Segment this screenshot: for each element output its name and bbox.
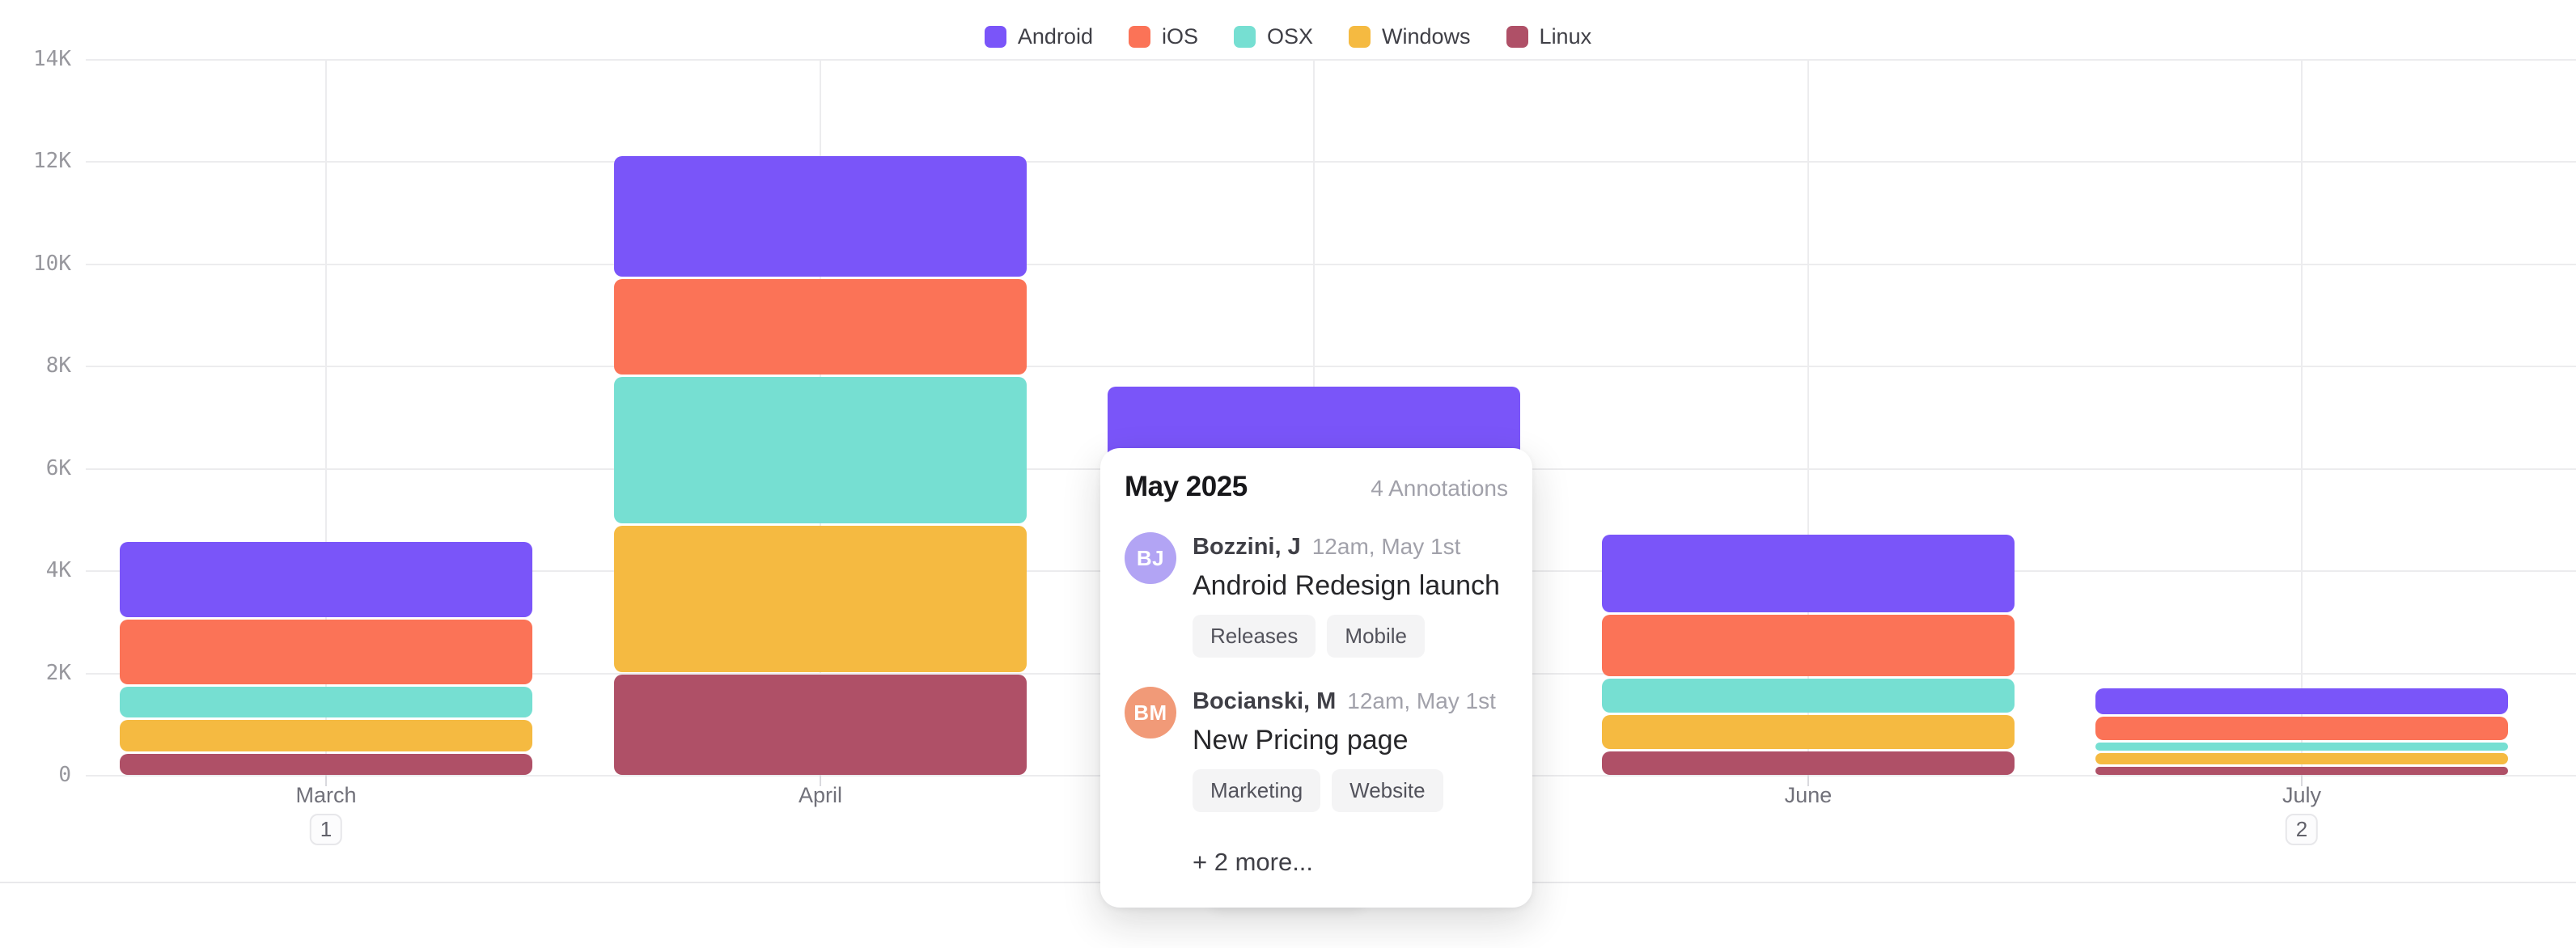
h-gridline [86, 59, 2576, 61]
legend-swatch [1349, 26, 1371, 48]
bar-segment-ios[interactable] [614, 279, 1027, 375]
v-gridline [1807, 59, 1809, 775]
bar-segment-linux[interactable] [2095, 766, 2508, 775]
tooltip-header: May 2025 4 Annotations [1125, 471, 1508, 503]
legend-item-osx[interactable]: OSX [1233, 24, 1314, 49]
legend-swatch [1128, 26, 1150, 48]
annotation-tag-releases: Releases [1193, 615, 1316, 658]
y-axis-tick-label: 0 [58, 763, 71, 787]
bar-segment-osx[interactable] [614, 377, 1027, 524]
tooltip-annotation-count: 4 Annotations [1371, 476, 1508, 501]
bar-segment-windows[interactable] [2095, 753, 2508, 764]
bar-april[interactable] [614, 156, 1027, 775]
legend-swatch [1233, 26, 1256, 48]
bar-segment-ios[interactable] [120, 619, 532, 684]
bar-march[interactable] [120, 542, 532, 775]
annotation-tag-marketing: Marketing [1193, 769, 1321, 812]
bar-segment-osx[interactable] [2095, 743, 2508, 751]
annotations-tooltip: May 2025 4 Annotations BJ Bozzini, J 12a… [1100, 448, 1532, 908]
v-gridline [2301, 59, 2303, 775]
avatar: BM [1125, 687, 1176, 739]
bar-segment-linux[interactable] [614, 674, 1027, 775]
legend-swatch [1506, 26, 1528, 48]
bar-segment-linux[interactable] [1602, 751, 2015, 775]
x-axis-label-june: June [1784, 783, 1832, 807]
bar-segment-android[interactable] [614, 156, 1027, 277]
y-axis-tick-label: 10K [33, 251, 71, 276]
y-axis-tick-label: 14K [33, 47, 71, 71]
annotation-tag-mobile: Mobile [1327, 615, 1425, 658]
legend-item-linux[interactable]: Linux [1506, 24, 1592, 49]
bar-july[interactable] [2095, 688, 2508, 775]
legend-label: iOS [1161, 24, 1198, 49]
h-gridline [86, 366, 2576, 368]
bar-segment-android[interactable] [2095, 688, 2508, 714]
annotation-count-badge-march[interactable]: 1 [309, 814, 343, 845]
x-axis-tick [325, 775, 327, 786]
tooltip-annotation-list: BJ Bozzini, J 12am, May 1st Android Rede… [1125, 532, 1508, 812]
legend-label: OSX [1266, 24, 1314, 49]
annotation-timestamp: 12am, May 1st [1311, 534, 1461, 559]
x-axis-tick [2301, 775, 2303, 786]
y-axis-tick-label: 12K [33, 149, 71, 174]
annotation-title: New Pricing page [1193, 725, 1409, 755]
legend-item-windows[interactable]: Windows [1349, 24, 1471, 49]
bar-june[interactable] [1602, 534, 2015, 775]
annotation-item: BJ Bozzini, J 12am, May 1st Android Rede… [1125, 532, 1508, 658]
annotation-author: Bocianski, M [1193, 688, 1337, 714]
bar-segment-windows[interactable] [1602, 714, 2015, 749]
bar-segment-ios[interactable] [1602, 614, 2015, 677]
show-more-annotations-link[interactable]: + 2 more... [1193, 848, 1314, 876]
avatar: BJ [1125, 532, 1176, 584]
x-axis-label-april: April [798, 783, 843, 807]
x-axis-tick [1807, 775, 1809, 786]
annotation-title: Android Redesign launch [1193, 570, 1500, 601]
annotation-tags: Releases Mobile [1193, 615, 1508, 658]
legend-item-ios[interactable]: iOS [1128, 24, 1198, 49]
bar-segment-windows[interactable] [614, 526, 1027, 672]
y-axis-tick-label: 6K [45, 455, 71, 480]
legend-label: Android [1017, 24, 1093, 49]
chart-legend: Android iOS OSX Windows Linux [0, 24, 2576, 49]
bar-segment-android[interactable] [120, 542, 532, 617]
legend-item-android[interactable]: Android [984, 24, 1093, 49]
y-axis-tick-label: 8K [45, 353, 71, 379]
legend-label: Windows [1382, 24, 1471, 49]
annotation-item: BM Bocianski, M 12am, May 1st New Pricin… [1125, 687, 1508, 812]
annotation-author: Bozzini, J [1193, 534, 1301, 560]
bar-segment-android[interactable] [1602, 534, 2015, 612]
legend-swatch [984, 26, 1006, 48]
bar-segment-ios[interactable] [2095, 716, 2508, 741]
x-axis-label-july: July [2282, 783, 2322, 807]
y-axis-tick-label: 2K [45, 660, 71, 685]
h-gridline [86, 263, 2576, 265]
annotation-count-badge-july[interactable]: 2 [2285, 814, 2319, 845]
bar-segment-windows[interactable] [120, 720, 532, 751]
annotation-tag-website: Website [1332, 769, 1443, 812]
tooltip-title: May 2025 [1125, 471, 1248, 502]
bar-segment-osx[interactable] [1602, 679, 2015, 713]
annotation-timestamp: 12am, May 1st [1347, 688, 1496, 713]
legend-label: Linux [1539, 24, 1592, 49]
x-axis-label-march: March [295, 783, 357, 807]
x-axis-tick [820, 775, 821, 786]
bar-segment-osx[interactable] [120, 686, 532, 718]
h-gridline [86, 161, 2576, 163]
annotation-tags: Marketing Website [1193, 769, 1508, 812]
bar-segment-linux[interactable] [120, 753, 532, 775]
v-gridline [325, 59, 327, 775]
y-axis-tick-label: 4K [45, 558, 71, 583]
